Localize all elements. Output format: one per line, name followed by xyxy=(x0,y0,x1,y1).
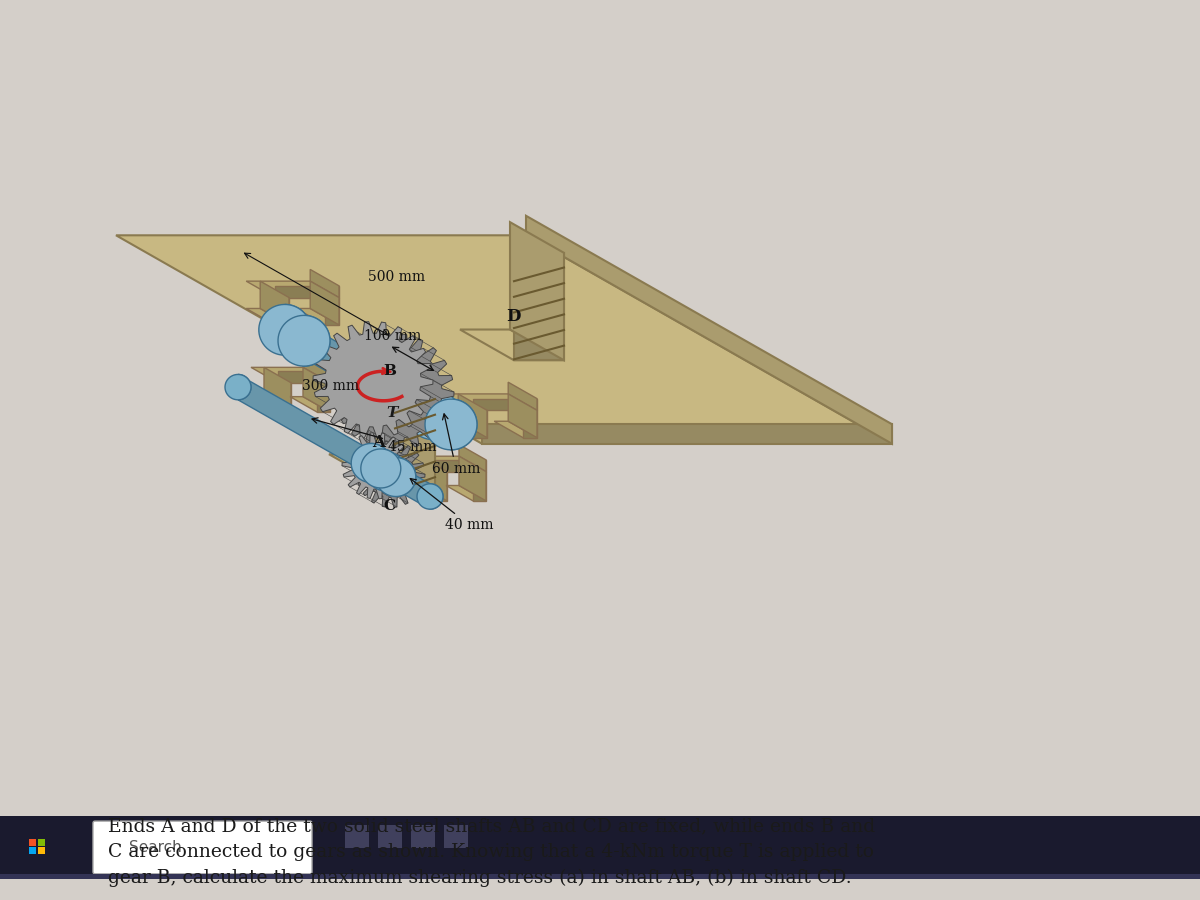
Polygon shape xyxy=(278,315,330,366)
Polygon shape xyxy=(264,367,292,412)
Bar xyxy=(410,825,436,849)
Text: B: B xyxy=(383,364,396,378)
Polygon shape xyxy=(509,382,538,410)
Polygon shape xyxy=(329,454,436,491)
Polygon shape xyxy=(460,329,564,360)
Polygon shape xyxy=(286,313,391,398)
Polygon shape xyxy=(458,456,486,501)
Polygon shape xyxy=(259,304,311,356)
Polygon shape xyxy=(378,462,404,487)
Polygon shape xyxy=(444,394,538,410)
Polygon shape xyxy=(275,298,289,325)
Polygon shape xyxy=(444,421,487,437)
Polygon shape xyxy=(226,374,251,400)
Polygon shape xyxy=(278,371,330,382)
Polygon shape xyxy=(296,309,340,325)
Bar xyxy=(29,848,36,854)
Text: 300 mm: 300 mm xyxy=(302,379,360,393)
Polygon shape xyxy=(251,397,292,412)
Polygon shape xyxy=(334,334,454,450)
Polygon shape xyxy=(310,281,340,325)
Bar xyxy=(444,825,468,849)
Polygon shape xyxy=(473,472,486,501)
Polygon shape xyxy=(446,485,486,501)
Polygon shape xyxy=(246,309,289,325)
Polygon shape xyxy=(482,424,892,444)
Polygon shape xyxy=(325,298,340,325)
Polygon shape xyxy=(424,401,460,436)
Polygon shape xyxy=(352,444,391,482)
Text: A: A xyxy=(372,434,385,451)
Bar xyxy=(0,874,1200,878)
Polygon shape xyxy=(376,453,443,509)
Polygon shape xyxy=(302,367,330,412)
Polygon shape xyxy=(458,445,486,472)
Polygon shape xyxy=(425,399,478,450)
Polygon shape xyxy=(116,235,892,444)
Polygon shape xyxy=(364,453,389,479)
Text: D: D xyxy=(505,308,521,325)
Polygon shape xyxy=(386,452,415,497)
Polygon shape xyxy=(342,433,410,499)
Polygon shape xyxy=(434,460,486,472)
Bar xyxy=(38,839,46,845)
Polygon shape xyxy=(371,444,401,488)
Polygon shape xyxy=(238,374,404,487)
Text: Search: Search xyxy=(128,840,181,855)
Polygon shape xyxy=(355,363,391,398)
Polygon shape xyxy=(376,457,416,497)
Text: 100 mm: 100 mm xyxy=(365,328,421,343)
Polygon shape xyxy=(407,389,458,439)
Polygon shape xyxy=(433,389,476,450)
Polygon shape xyxy=(284,304,330,366)
Polygon shape xyxy=(366,452,407,491)
Polygon shape xyxy=(420,456,446,501)
Text: 500 mm: 500 mm xyxy=(368,270,426,284)
Text: C: C xyxy=(383,500,395,514)
Polygon shape xyxy=(246,281,340,298)
Polygon shape xyxy=(394,374,460,436)
Polygon shape xyxy=(370,346,436,491)
Polygon shape xyxy=(358,441,425,508)
Polygon shape xyxy=(418,484,443,509)
Polygon shape xyxy=(514,253,564,360)
Text: 45 mm: 45 mm xyxy=(312,418,437,454)
Polygon shape xyxy=(268,313,304,348)
Polygon shape xyxy=(278,382,292,412)
Polygon shape xyxy=(510,222,564,360)
Polygon shape xyxy=(509,394,538,437)
Text: 40 mm: 40 mm xyxy=(410,479,493,532)
Text: Ends A and D of the two solid steel shafts AB and CD are fixed, while ends B and: Ends A and D of the two solid steel shaf… xyxy=(108,817,875,887)
Text: 60 mm: 60 mm xyxy=(432,414,480,476)
Polygon shape xyxy=(251,367,330,382)
Bar xyxy=(0,816,1200,878)
Polygon shape xyxy=(317,382,330,412)
Text: T: T xyxy=(386,407,397,420)
Polygon shape xyxy=(361,449,401,488)
Bar xyxy=(29,839,36,845)
Polygon shape xyxy=(302,356,330,382)
Polygon shape xyxy=(260,281,289,325)
Polygon shape xyxy=(313,321,433,438)
Bar xyxy=(346,825,370,849)
Polygon shape xyxy=(473,399,538,410)
Polygon shape xyxy=(494,421,538,437)
Bar xyxy=(378,825,402,849)
Polygon shape xyxy=(458,394,487,437)
Polygon shape xyxy=(290,397,330,412)
Polygon shape xyxy=(310,269,340,298)
Polygon shape xyxy=(407,456,486,472)
Polygon shape xyxy=(523,410,538,437)
FancyBboxPatch shape xyxy=(94,821,312,874)
Polygon shape xyxy=(407,485,446,501)
Polygon shape xyxy=(275,286,340,298)
Bar xyxy=(38,848,46,854)
Polygon shape xyxy=(376,374,412,410)
Polygon shape xyxy=(526,216,892,444)
Polygon shape xyxy=(434,472,446,501)
Polygon shape xyxy=(473,410,487,437)
Polygon shape xyxy=(395,384,436,491)
